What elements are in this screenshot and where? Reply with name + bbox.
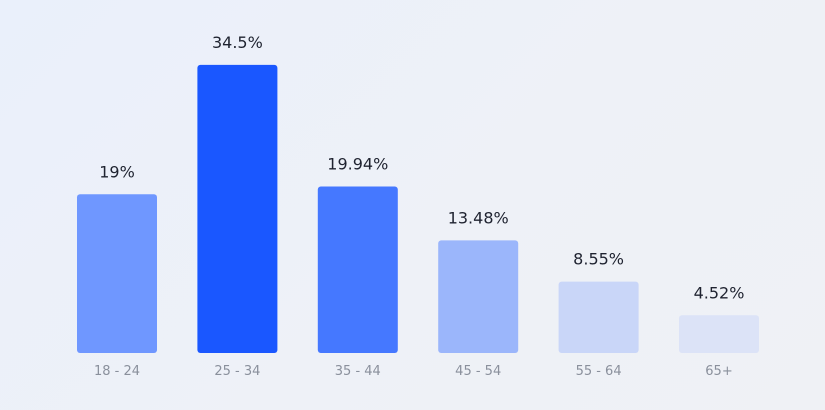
category-label-3: 35 - 44: [335, 364, 381, 379]
bar-3: [317, 186, 398, 353]
value-label-3: 19.94%: [327, 155, 388, 174]
value-label-5: 8.55%: [573, 250, 624, 269]
bar-1: [77, 194, 157, 353]
category-label-5: 55 - 64: [576, 364, 622, 379]
category-label-2: 25 - 34: [214, 364, 260, 379]
bars-layer: [77, 64, 759, 354]
category-labels-layer: 18 - 24 25 - 34 35 - 44 45 - 54 55 - 64 65+: [94, 364, 733, 379]
category-label-1: 18 - 24: [94, 364, 140, 379]
value-label-2: 34.5%: [212, 33, 263, 52]
bar-6: [679, 315, 759, 353]
category-label-4: 45 - 54: [455, 364, 501, 379]
value-label-4: 13.48%: [448, 208, 509, 227]
value-labels-layer: 19% 34.5% 19.94% 13.48% 8.55% 4.52%: [99, 33, 744, 302]
category-label-6: 65+: [705, 364, 732, 379]
bar-4: [438, 240, 519, 353]
value-label-6: 4.52%: [694, 283, 745, 302]
value-label-1: 19%: [99, 162, 135, 181]
bar-2: [197, 64, 278, 354]
bar-5: [558, 281, 639, 353]
